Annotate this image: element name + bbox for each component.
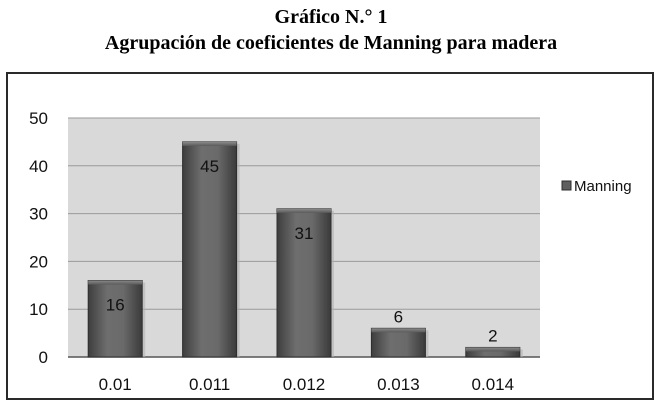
x-tick-label: 0.014 bbox=[472, 375, 515, 394]
data-label: 16 bbox=[106, 296, 125, 315]
data-label: 6 bbox=[394, 307, 403, 326]
x-tick-label: 0.011 bbox=[189, 375, 230, 394]
y-tick-label: 0 bbox=[39, 348, 48, 367]
x-tick-label: 0.012 bbox=[283, 375, 326, 394]
legend-label: Manning bbox=[574, 178, 632, 195]
y-tick-label: 40 bbox=[29, 157, 48, 176]
legend-swatch bbox=[561, 180, 572, 191]
bar bbox=[276, 208, 332, 358]
y-tick-label: 10 bbox=[29, 300, 48, 319]
y-tick-label: 20 bbox=[29, 252, 48, 271]
bar-top bbox=[182, 141, 237, 146]
bar-top bbox=[88, 280, 143, 285]
bar-top bbox=[371, 328, 426, 333]
x-tick-label: 0.01 bbox=[99, 375, 132, 394]
y-tick-label: 30 bbox=[29, 205, 48, 224]
bar-top bbox=[277, 208, 331, 213]
data-label: 2 bbox=[488, 326, 497, 345]
chart-subtitle: Agrupación de coeficientes de Manning pa… bbox=[104, 32, 558, 54]
bar-top bbox=[465, 347, 520, 352]
y-tick-label: 50 bbox=[29, 109, 48, 128]
data-label: 31 bbox=[295, 224, 314, 243]
chart-titles: Gráfico N.° 1 Agrupación de coeficientes… bbox=[0, 4, 662, 56]
data-label: 45 bbox=[200, 157, 219, 176]
bar bbox=[370, 327, 426, 358]
bar bbox=[87, 280, 143, 358]
bar bbox=[182, 141, 238, 358]
chart-title: Gráfico N.° 1 bbox=[274, 6, 388, 28]
x-tick-label: 0.013 bbox=[377, 375, 420, 394]
